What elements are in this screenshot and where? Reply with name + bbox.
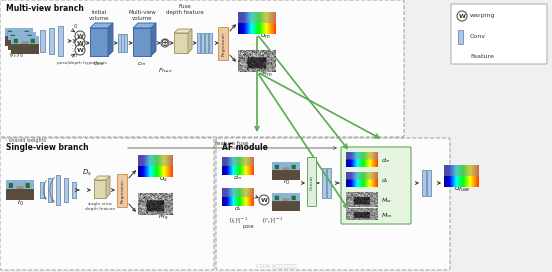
FancyBboxPatch shape xyxy=(72,182,76,198)
Text: $\mathbf{W}$: $\mathbf{W}$ xyxy=(76,46,84,54)
Text: Multi-view branch: Multi-view branch xyxy=(6,4,84,13)
Text: 0: 0 xyxy=(73,24,77,29)
Circle shape xyxy=(161,39,169,47)
Text: $I_0$: $I_0$ xyxy=(17,198,23,208)
Text: warping: warping xyxy=(470,14,495,18)
Polygon shape xyxy=(174,29,192,33)
Text: $d_s$: $d_s$ xyxy=(234,204,242,213)
Text: $F_{fuse}$: $F_{fuse}$ xyxy=(158,66,172,75)
FancyBboxPatch shape xyxy=(0,0,404,137)
Text: Initial
volume: Initial volume xyxy=(89,10,109,21)
Polygon shape xyxy=(458,49,469,52)
Polygon shape xyxy=(188,29,192,53)
Polygon shape xyxy=(108,23,113,56)
FancyBboxPatch shape xyxy=(124,34,127,52)
Text: Conv: Conv xyxy=(470,35,486,39)
Text: 1: 1 xyxy=(73,36,77,41)
Text: $\mathbf{W}$: $\mathbf{W}$ xyxy=(458,12,466,20)
Text: Concat: Concat xyxy=(310,174,314,190)
FancyBboxPatch shape xyxy=(458,30,463,44)
FancyBboxPatch shape xyxy=(40,182,44,198)
Text: $c_{init}$: $c_{init}$ xyxy=(93,60,105,68)
Text: Single-view branch: Single-view branch xyxy=(6,143,89,152)
Text: ·: · xyxy=(71,49,73,54)
FancyBboxPatch shape xyxy=(49,28,54,54)
Polygon shape xyxy=(106,176,110,198)
Text: $d_m$: $d_m$ xyxy=(381,156,391,165)
Text: AF module: AF module xyxy=(222,143,268,152)
Text: Multi-view
volume: Multi-view volume xyxy=(128,10,156,21)
FancyBboxPatch shape xyxy=(451,4,547,64)
Text: $\{I_t\}_0^{n-1}$: $\{I_t\}_0^{n-1}$ xyxy=(8,49,32,60)
Text: Regression: Regression xyxy=(120,179,125,203)
FancyBboxPatch shape xyxy=(307,157,316,206)
Polygon shape xyxy=(151,23,156,56)
Text: $\oplus$: $\oplus$ xyxy=(161,38,169,48)
FancyBboxPatch shape xyxy=(422,170,426,196)
Text: ·: · xyxy=(71,46,73,51)
Polygon shape xyxy=(94,176,110,180)
FancyBboxPatch shape xyxy=(90,28,108,56)
Text: $M_w$: $M_w$ xyxy=(381,196,392,205)
Circle shape xyxy=(75,38,85,48)
Text: Fuse
depth feature: Fuse depth feature xyxy=(166,4,204,15)
FancyBboxPatch shape xyxy=(133,28,151,56)
FancyBboxPatch shape xyxy=(209,33,212,53)
Polygon shape xyxy=(133,23,156,28)
Text: feature fuse: feature fuse xyxy=(215,141,249,146)
Text: Regression: Regression xyxy=(221,32,226,56)
FancyBboxPatch shape xyxy=(327,168,331,198)
Text: $\{I_t\}_1^{n-1}$: $\{I_t\}_1^{n-1}$ xyxy=(227,215,248,226)
FancyBboxPatch shape xyxy=(174,33,188,53)
Polygon shape xyxy=(90,23,113,28)
FancyBboxPatch shape xyxy=(121,34,124,52)
Text: $M_s$: $M_s$ xyxy=(158,212,168,222)
FancyBboxPatch shape xyxy=(94,180,106,198)
Text: ·: · xyxy=(71,43,73,48)
FancyBboxPatch shape xyxy=(341,147,411,224)
Text: $c_m$: $c_m$ xyxy=(137,60,147,68)
FancyBboxPatch shape xyxy=(118,175,128,208)
Text: $\mathbf{W}$: $\mathbf{W}$ xyxy=(76,32,84,40)
FancyBboxPatch shape xyxy=(458,52,466,62)
Text: $\mathbf{W}$: $\mathbf{W}$ xyxy=(76,39,84,47)
Text: CSDN @好怒给我抛开线: CSDN @好怒给我抛开线 xyxy=(256,264,296,269)
FancyBboxPatch shape xyxy=(40,30,45,52)
Text: $d_m$: $d_m$ xyxy=(260,31,271,41)
Text: pose: pose xyxy=(242,224,254,229)
FancyBboxPatch shape xyxy=(216,138,450,270)
FancyBboxPatch shape xyxy=(118,34,121,52)
Text: ∶ shared weights: ∶ shared weights xyxy=(6,138,46,143)
FancyBboxPatch shape xyxy=(0,138,214,270)
Text: $d_s$: $d_s$ xyxy=(381,176,389,185)
Text: $\{I'_t\}_1^{n-1}$: $\{I'_t\}_1^{n-1}$ xyxy=(261,215,283,226)
Circle shape xyxy=(259,195,269,205)
FancyBboxPatch shape xyxy=(201,33,204,53)
Circle shape xyxy=(75,45,85,55)
Text: n: n xyxy=(73,53,77,58)
Text: Feature: Feature xyxy=(470,54,494,60)
Text: $\mathbf{W}$: $\mathbf{W}$ xyxy=(259,196,268,204)
Polygon shape xyxy=(466,49,469,62)
Circle shape xyxy=(457,11,467,21)
FancyBboxPatch shape xyxy=(322,168,326,198)
FancyBboxPatch shape xyxy=(48,178,52,202)
Text: $D_s$: $D_s$ xyxy=(82,168,92,178)
FancyBboxPatch shape xyxy=(205,33,208,53)
FancyBboxPatch shape xyxy=(64,178,68,202)
FancyBboxPatch shape xyxy=(197,33,200,53)
Text: $M_m$: $M_m$ xyxy=(260,69,273,79)
Text: $d_m$: $d_m$ xyxy=(233,173,243,182)
Text: $M_m$: $M_m$ xyxy=(381,211,392,220)
Text: single-view
depth feature: single-view depth feature xyxy=(85,202,115,211)
FancyBboxPatch shape xyxy=(219,27,229,60)
Text: $I_0$: $I_0$ xyxy=(283,177,289,187)
Circle shape xyxy=(75,31,85,41)
Text: pose|depth hypothesis: pose|depth hypothesis xyxy=(57,61,107,65)
FancyBboxPatch shape xyxy=(427,170,431,196)
Text: $d_s$: $d_s$ xyxy=(159,174,168,184)
FancyBboxPatch shape xyxy=(58,26,63,56)
FancyBboxPatch shape xyxy=(56,175,60,205)
Text: $d_{fuse}$: $d_{fuse}$ xyxy=(454,184,470,194)
